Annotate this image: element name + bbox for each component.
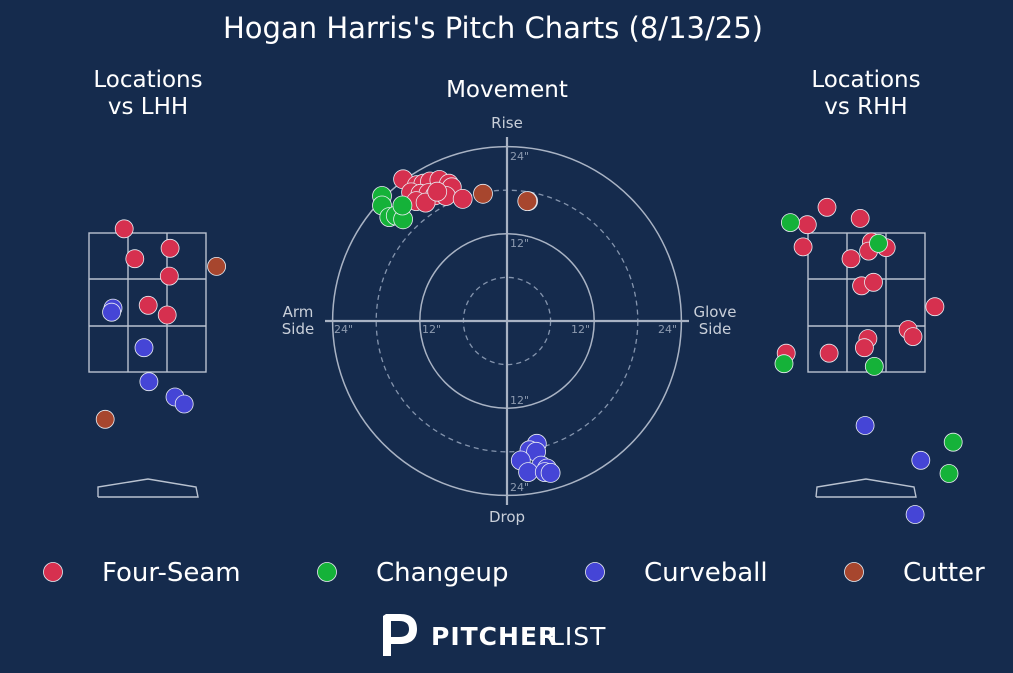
movement-point-changeup [392, 195, 413, 216]
legend-marker-four-seam [43, 562, 63, 582]
movement-point-cutter [517, 191, 538, 212]
legend-item-cutter: Cutter [844, 558, 985, 588]
glove-side-label-1: Glove [693, 303, 736, 321]
rhh-home-plate [815, 478, 917, 498]
movement-point-curveball [540, 462, 561, 483]
arm-side-label-1: Arm [283, 303, 314, 321]
legend: Four-Seam Changeup Curveball Cutter [43, 558, 985, 588]
rhh-point-four-seam [819, 343, 839, 363]
movement-point-four-seam [427, 181, 448, 202]
rhh-point-changeup [781, 213, 800, 233]
lhh-point-curveball [139, 372, 159, 392]
movement-point-cutter [473, 183, 493, 204]
lhh-point-four-seam [114, 219, 134, 239]
legend-item-changeup: Changeup [317, 558, 509, 588]
lhh-point-four-seam [157, 305, 177, 325]
locations-vs-lhh-panel: Locations vs LHH [88, 67, 227, 498]
rhh-point-four-seam [850, 208, 870, 228]
brand-bold: PITCHER [431, 622, 558, 651]
rhh-point-four-seam [797, 215, 817, 235]
lhh-point-cutter [207, 256, 227, 276]
chart-title: Hogan Harris's Pitch Charts (8/13/25) [223, 11, 763, 45]
lhh-point-four-seam [159, 266, 179, 286]
arm-side-label-2: Side [282, 320, 314, 338]
legend-item-four-seam: Four-Seam [43, 558, 241, 588]
ring-label-top-24: 24" [510, 150, 529, 163]
lhh-point-cutter [95, 409, 115, 429]
rhh-point-four-seam [925, 297, 945, 317]
legend-marker-changeup [317, 562, 337, 582]
lhh-title-line-1: Locations [93, 67, 202, 93]
rhh-point-curveball [911, 450, 931, 470]
rhh-point-changeup [943, 432, 963, 452]
rhh-point-four-seam [855, 338, 874, 358]
movement-title: Movement [446, 77, 568, 103]
rhh-title-line-1: Locations [811, 67, 920, 93]
ring-label-bottom-24: 24" [510, 481, 529, 494]
rise-label: Rise [491, 114, 523, 132]
rhh-point-changeup [774, 354, 794, 374]
movement-point-curveball [518, 462, 538, 483]
lhh-point-curveball [102, 302, 121, 322]
legend-label-four-seam: Four-Seam [102, 558, 241, 588]
legend-marker-cutter [844, 562, 864, 582]
rhh-point-curveball [855, 416, 875, 435]
movement-points-layer [372, 169, 561, 483]
rhh-point-changeup [939, 464, 959, 483]
drop-label: Drop [489, 508, 525, 526]
legend-item-curveball: Curveball [585, 558, 768, 588]
lhh-point-four-seam [160, 238, 180, 258]
lhh-point-four-seam [138, 295, 158, 315]
legend-marker-curveball [585, 562, 605, 582]
lhh-point-curveball [134, 338, 154, 358]
rhh-point-four-seam [817, 197, 837, 217]
ring-label-left-12: 12" [422, 323, 441, 336]
brand-light: LIST [550, 622, 606, 651]
movement-panel: Movement Rise Drop Arm Side Glove Side 2… [282, 77, 737, 526]
rhh-point-four-seam [841, 249, 861, 269]
lhh-point-four-seam [125, 249, 145, 269]
movement-point-four-seam [452, 188, 473, 209]
rhh-point-changeup [869, 233, 888, 253]
lhh-points-layer [95, 219, 227, 429]
ring-label-top-12: 12" [510, 237, 529, 250]
rhh-point-four-seam [864, 272, 883, 292]
rhh-title-line-2: vs RHH [824, 94, 907, 120]
rhh-points-layer [774, 197, 963, 524]
glove-side-label-2: Side [699, 320, 731, 338]
legend-label-curveball: Curveball [644, 558, 768, 588]
ring-label-bottom-12: 12" [510, 394, 529, 407]
rhh-point-four-seam [903, 327, 923, 347]
ring-label-right-12: 12" [571, 323, 590, 336]
ring-label-right-24: 24" [658, 323, 677, 336]
rhh-point-curveball [905, 505, 925, 524]
rhh-point-changeup [864, 356, 884, 376]
lhh-title-line-2: vs LHH [108, 94, 188, 120]
ring-label-left-24: 24" [334, 323, 353, 336]
legend-label-changeup: Changeup [376, 558, 509, 588]
pitcherlist-logo: PITCHER LIST [383, 614, 606, 656]
logo-p-icon [383, 614, 417, 656]
legend-label-cutter: Cutter [903, 558, 985, 588]
lhh-home-plate [97, 478, 199, 498]
locations-vs-rhh-panel: Locations vs RHH [774, 67, 963, 524]
rhh-point-four-seam [793, 237, 813, 257]
lhh-point-curveball [174, 394, 194, 414]
